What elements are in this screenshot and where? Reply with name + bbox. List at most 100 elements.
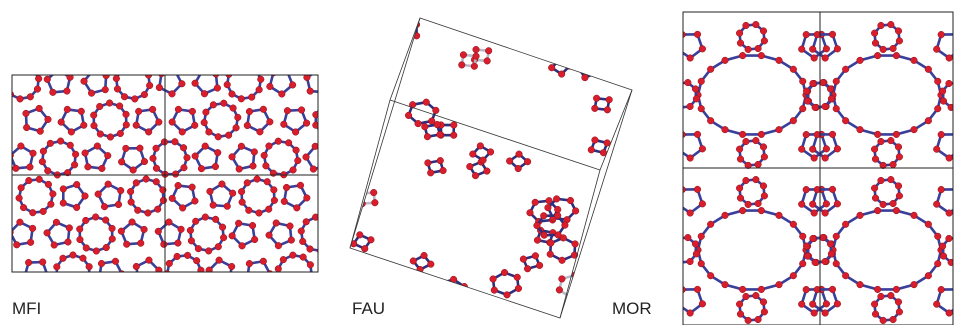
oxygen-atom bbox=[687, 310, 694, 317]
oxygen-atom bbox=[195, 277, 202, 284]
oxygen-atom bbox=[369, 25, 376, 32]
oxygen-atom bbox=[811, 155, 818, 162]
oxygen-atom bbox=[829, 131, 836, 138]
oxygen-atom bbox=[320, 184, 327, 191]
oxygen-atom bbox=[803, 243, 810, 250]
oxygen-atom bbox=[857, 57, 864, 64]
oxygen-atom bbox=[739, 207, 746, 214]
oxygen-atom bbox=[44, 76, 51, 83]
oxygen-atom bbox=[85, 164, 92, 171]
oxygen-atom bbox=[798, 301, 805, 308]
oxygen-atom bbox=[398, 287, 405, 294]
oxygen-atom bbox=[116, 103, 123, 110]
oxygen-atom bbox=[933, 146, 940, 153]
oxygen-atom bbox=[874, 52, 881, 59]
oxygen-atom bbox=[707, 66, 714, 73]
oxygen-atom bbox=[169, 119, 176, 126]
oxygen-atom bbox=[356, 232, 363, 239]
oxygen-atom bbox=[878, 293, 885, 300]
oxygen-atom bbox=[946, 55, 953, 62]
ring-bond bbox=[379, 271, 407, 292]
oxygen-atom bbox=[246, 108, 253, 115]
oxygen-atom bbox=[490, 276, 497, 283]
oxygen-atom bbox=[98, 260, 105, 267]
oxygen-atom bbox=[239, 243, 246, 250]
oxygen-atom bbox=[758, 52, 765, 59]
oxygen-atom bbox=[198, 165, 205, 172]
ring-bond bbox=[875, 141, 900, 166]
oxygen-atom bbox=[323, 216, 330, 223]
oxygen-atom bbox=[798, 146, 805, 153]
oxygen-atom bbox=[606, 96, 613, 103]
oxygen-atom bbox=[938, 131, 945, 138]
oxygen-atom bbox=[333, 258, 340, 265]
oxygen-atom bbox=[361, 245, 368, 252]
oxygen-atom bbox=[812, 259, 819, 266]
oxygen-atom bbox=[72, 151, 79, 158]
oxygen-atom bbox=[254, 176, 261, 183]
oxygen-atom bbox=[44, 230, 51, 237]
oxygen-atom bbox=[911, 126, 918, 133]
oxygen-atom bbox=[743, 293, 750, 300]
oxygen-atom bbox=[276, 276, 283, 283]
oxygen-atom bbox=[428, 261, 435, 268]
oxygen-atom bbox=[216, 257, 223, 264]
oxygen-atom bbox=[39, 259, 46, 266]
oxygen-atom bbox=[415, 120, 422, 127]
oxygen-atom bbox=[888, 137, 895, 144]
oxygen-atom bbox=[260, 258, 267, 265]
oxygen-atom bbox=[358, 190, 365, 197]
oxygen-atom bbox=[298, 107, 305, 114]
oxygen-atom bbox=[36, 176, 43, 183]
oxygen-atom bbox=[872, 195, 879, 202]
oxygen-atom bbox=[812, 104, 819, 111]
oxygen-atom bbox=[27, 94, 34, 101]
oxygen-atom bbox=[90, 67, 97, 74]
oxygen-atom bbox=[161, 139, 168, 146]
oxygen-atom bbox=[40, 208, 47, 215]
oxygen-atom bbox=[602, 297, 609, 304]
figure: MFI FAU MOR bbox=[0, 0, 955, 325]
oxygen-atom bbox=[229, 91, 236, 98]
ring-bond bbox=[672, 83, 697, 108]
oxygen-atom bbox=[693, 96, 700, 103]
oxygen-atom bbox=[567, 294, 574, 301]
oxygen-atom bbox=[381, 39, 388, 46]
oxygen-atom bbox=[925, 117, 932, 124]
oxygen-atom bbox=[36, 105, 43, 112]
oxygen-atom bbox=[558, 71, 565, 78]
oxygen-atom bbox=[235, 220, 242, 227]
oxygen-atom bbox=[267, 270, 274, 277]
oxygen-atom bbox=[77, 236, 84, 243]
oxygen-atom bbox=[739, 286, 746, 293]
fau-structure bbox=[346, 16, 639, 317]
oxygen-atom bbox=[155, 228, 162, 235]
oxygen-atom bbox=[184, 154, 191, 161]
oxygen-atom bbox=[424, 133, 431, 140]
oxygen-atom bbox=[534, 222, 541, 229]
oxygen-atom bbox=[593, 220, 600, 227]
oxygen-atom bbox=[425, 160, 432, 167]
oxygen-atom bbox=[459, 294, 466, 301]
oxygen-atom bbox=[303, 120, 310, 127]
oxygen-atom bbox=[123, 111, 130, 118]
oxygen-atom bbox=[44, 272, 51, 279]
ring-bond bbox=[875, 180, 900, 205]
oxygen-atom bbox=[44, 167, 51, 174]
oxygen-atom bbox=[210, 202, 217, 209]
oxygen-atom bbox=[934, 78, 941, 85]
oxygen-atom bbox=[871, 146, 878, 153]
oxygen-atom bbox=[842, 221, 849, 228]
oxygen-atom bbox=[130, 167, 137, 174]
oxygen-atom bbox=[878, 22, 885, 29]
oxygen-atom bbox=[707, 221, 714, 228]
oxygen-atom bbox=[172, 171, 179, 178]
oxygen-atom bbox=[18, 143, 25, 150]
oxygen-atom bbox=[339, 103, 346, 110]
ring-bond bbox=[322, 261, 344, 284]
oxygen-atom bbox=[35, 75, 42, 82]
oxygen-atom bbox=[745, 317, 752, 324]
oxygen-atom bbox=[925, 272, 932, 279]
oxygen-atom bbox=[581, 289, 588, 296]
oxygen-atom bbox=[761, 154, 768, 161]
